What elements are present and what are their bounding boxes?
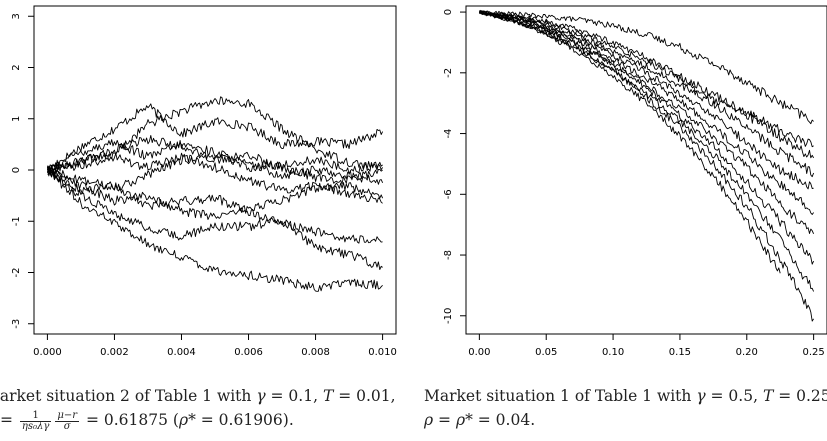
left-plot: 0.000 0.002 0.004 0.006 0.008 0.010 -3 -2 -1 0 1 2 3	[0, 0, 410, 370]
right-figure-caption: Market situation 1 of Table 1 with γ = 0…	[424, 384, 827, 432]
caption-symbol: ρ	[455, 411, 466, 429]
x-tick-label: 0.20	[736, 347, 758, 358]
series-line	[479, 11, 815, 265]
left-caption-line-1: Market situation 2 of Table 1 with γ = 0…	[0, 384, 396, 408]
y-tick-label: 0	[443, 9, 454, 15]
caption-text: = 0.61875 (	[81, 411, 179, 429]
series-line	[47, 96, 383, 174]
caption-fraction-1: 1 ηs₀λγ	[19, 410, 52, 432]
series-line	[46, 167, 383, 292]
x-tick-label: 0.006	[234, 347, 263, 358]
y-tick-label: 3	[11, 13, 22, 19]
series-line	[479, 10, 814, 148]
series-line	[479, 10, 814, 215]
caption-text: * = 0.04.	[465, 411, 536, 429]
y-tick-label: -3	[11, 319, 22, 329]
series-line	[47, 152, 383, 204]
fraction-denominator: ηs₀λγ	[21, 420, 50, 432]
caption-text: = 0.5,	[705, 387, 763, 405]
caption-text: = 0.01,	[333, 387, 396, 405]
caption-text: Market situation 2 of Table 1 with	[0, 387, 257, 405]
series-line	[46, 135, 383, 185]
caption-symbol: ρ	[178, 411, 189, 429]
y-tick-label: -6	[443, 189, 454, 199]
y-tick-label: 1	[11, 116, 22, 122]
series-line	[46, 139, 384, 185]
caption-text: =	[433, 411, 456, 429]
caption-text: Market situation 1 of Table 1 with	[424, 387, 697, 405]
right-caption-line-2: ρ = ρ* = 0.04.	[424, 408, 827, 432]
caption-fraction-2: μ−r σ	[55, 409, 80, 432]
series-line	[478, 10, 781, 274]
left-caption-line-2: = 1 ηs₀λγ μ−r σ = 0.61875 (ρ* = 0.61906).	[0, 408, 396, 432]
caption-symbol: T	[762, 387, 774, 405]
y-tick-label: -10	[443, 308, 454, 324]
left-figure-caption: Market situation 2 of Table 1 with γ = 0…	[0, 384, 396, 432]
plot-frame	[465, 5, 827, 335]
left-plot-svg: 0.000 0.002 0.004 0.006 0.008 0.010 -3 -2 -1 0 1 2 3	[11, 5, 397, 358]
series-line	[479, 11, 814, 190]
series-line	[479, 11, 815, 234]
series-line	[46, 168, 383, 244]
x-tick-label: 0.05	[535, 347, 557, 358]
x-tick-label: 0.000	[33, 347, 62, 358]
series-line	[47, 167, 384, 220]
x-tick-label: 0.008	[301, 347, 330, 358]
series-line	[479, 9, 814, 125]
series-line	[47, 151, 383, 191]
caption-text: = 0.25,	[778, 387, 827, 405]
y-tick-label: -4	[443, 129, 454, 139]
right-plot-svg: 0.00 0.05 0.10 0.15 0.20 0.25 0 -2 -4 -6 -8 -10	[443, 5, 827, 358]
x-tick-label: 0.00	[468, 347, 490, 358]
caption-symbol: T	[322, 387, 334, 405]
series-line	[46, 166, 383, 271]
x-tick-label: 0.010	[368, 347, 397, 358]
y-tick-label: -8	[443, 250, 454, 260]
caption-text: = 0.1,	[265, 387, 323, 405]
y-tick-label: -1	[11, 216, 22, 226]
y-tick-label: 2	[11, 64, 22, 70]
right-plot: 0.00 0.05 0.10 0.15 0.20 0.25 0 -2 -4 -6 -8 -10	[410, 0, 827, 370]
right-caption-line-1: Market situation 1 of Table 1 with γ = 0…	[424, 384, 827, 408]
x-tick-label: 0.002	[100, 347, 129, 358]
y-tick-label: -2	[443, 68, 454, 78]
caption-symbol: γ	[696, 387, 706, 405]
y-tick-label: -2	[11, 268, 22, 278]
y-tick-label: 0	[11, 167, 22, 173]
fraction-denominator: σ	[63, 420, 71, 432]
fraction-numerator: 1	[19, 410, 52, 422]
series-line	[46, 103, 384, 173]
x-tick-label: 0.15	[669, 347, 691, 358]
caption-symbol: γ	[256, 387, 266, 405]
caption-symbol: ρ	[424, 411, 434, 429]
series-line	[479, 10, 815, 178]
caption-text: * = 0.61906).	[188, 411, 294, 429]
x-tick-label: 0.25	[802, 347, 824, 358]
x-tick-label: 0.004	[167, 347, 196, 358]
fraction-numerator: μ−r	[55, 409, 80, 422]
caption-text: =	[0, 411, 18, 429]
x-tick-label: 0.10	[602, 347, 624, 358]
series-line	[479, 10, 814, 159]
